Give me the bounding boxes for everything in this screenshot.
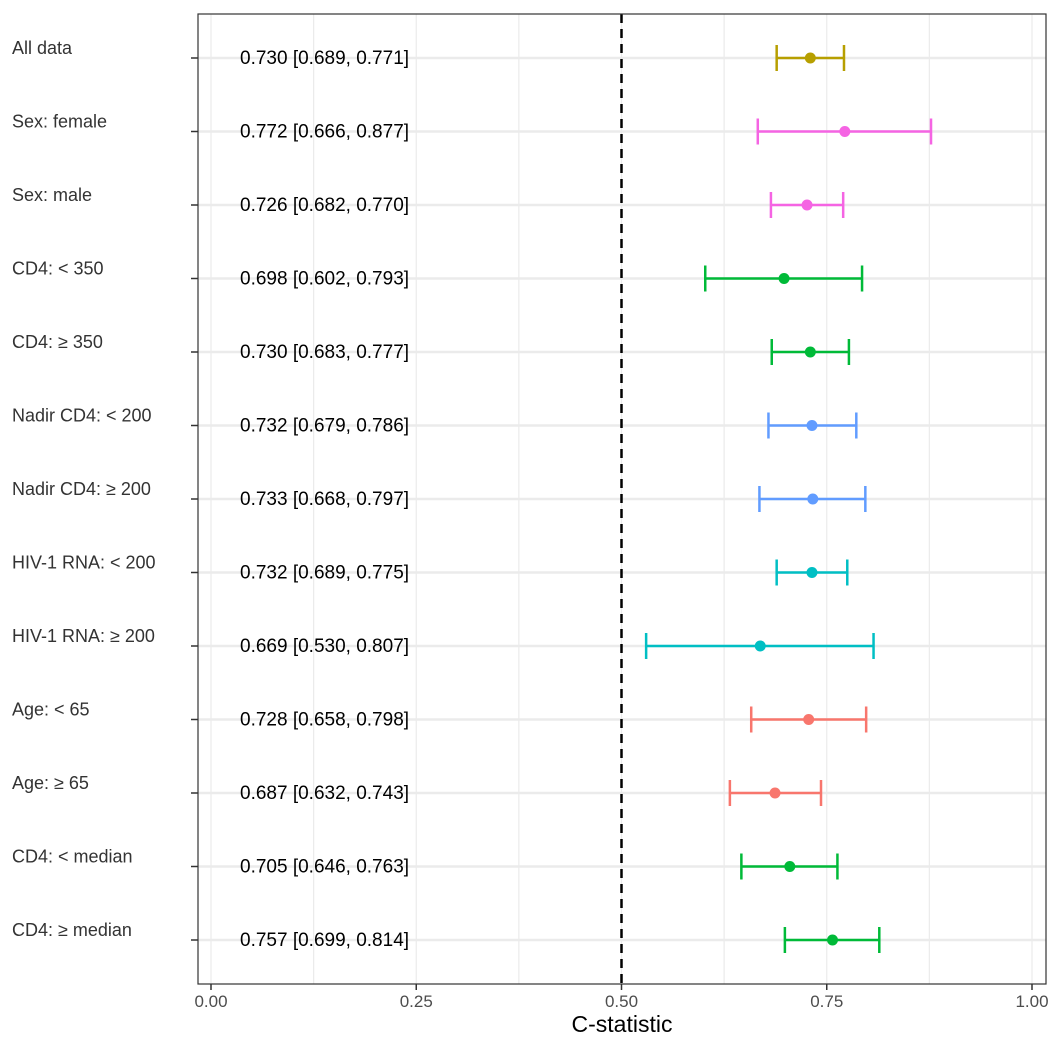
point-estimate xyxy=(778,273,790,284)
forest-row-mark xyxy=(703,265,864,292)
estimate-text: 0.698 [0.602, 0.793] xyxy=(240,269,409,290)
estimate-text: 0.730 [0.689, 0.771] xyxy=(240,48,409,69)
estimate-text: 0.757 [0.699, 0.814] xyxy=(240,930,409,951)
forest-row-mark xyxy=(783,927,881,953)
forest-row-mark xyxy=(767,412,858,439)
point-estimate xyxy=(784,861,796,872)
point-estimate xyxy=(839,126,851,137)
estimate-text: 0.733 [0.668, 0.797] xyxy=(240,489,409,510)
x-tick-label: 1.00 xyxy=(1015,992,1048,1011)
y-label: All data xyxy=(12,38,73,58)
y-axis-labels: All data Sex: female Sex: male CD4: < 350 CD… xyxy=(12,38,156,940)
x-tick-label: 0.00 xyxy=(194,992,227,1011)
forest-row-mark xyxy=(756,118,933,145)
estimate-text: 0.669 [0.530, 0.807] xyxy=(240,636,409,657)
point-estimate xyxy=(804,52,816,64)
y-label: Nadir CD4: ≥ 200 xyxy=(12,479,151,499)
y-label: CD4: < median xyxy=(12,847,133,867)
y-label: Sex: male xyxy=(12,185,92,205)
forest-row-mark xyxy=(740,853,839,880)
y-label: Sex: female xyxy=(12,112,107,132)
point-estimate xyxy=(804,346,816,358)
y-label: HIV-1 RNA: ≥ 200 xyxy=(12,626,155,646)
point-estimate xyxy=(806,420,818,431)
forest-row-mark xyxy=(770,339,851,365)
y-label: Age: ≥ 65 xyxy=(12,773,89,793)
forest-row-mark xyxy=(758,486,867,512)
point-estimate xyxy=(803,714,815,725)
estimate-text: 0.732 [0.689, 0.775] xyxy=(240,563,409,584)
data-marks xyxy=(644,45,933,953)
forest-row-mark xyxy=(775,45,846,71)
point-estimate xyxy=(754,640,766,652)
estimate-texts: 0.730 [0.689, 0.771] 0.772 [0.666, 0.877]… xyxy=(240,48,409,951)
point-estimate xyxy=(806,567,818,578)
estimate-text: 0.728 [0.658, 0.798] xyxy=(240,710,409,731)
y-label: Age: < 65 xyxy=(12,700,90,720)
point-estimate xyxy=(769,787,781,799)
forest-row-mark xyxy=(644,633,875,659)
x-tick-label: 0.25 xyxy=(400,992,433,1011)
y-label: HIV-1 RNA: < 200 xyxy=(12,553,156,573)
estimate-text: 0.772 [0.666, 0.877] xyxy=(240,122,409,143)
estimate-text: 0.730 [0.683, 0.777] xyxy=(240,342,409,363)
forest-row-mark xyxy=(775,559,849,586)
estimate-text: 0.705 [0.646, 0.763] xyxy=(240,857,409,878)
x-tick-label: 0.75 xyxy=(810,992,843,1011)
y-axis-ticks xyxy=(191,57,198,941)
forest-row-mark xyxy=(749,706,868,733)
y-label: CD4: < 350 xyxy=(12,259,104,279)
point-estimate xyxy=(801,199,813,211)
point-estimate xyxy=(807,493,819,505)
forest-row-mark xyxy=(728,780,823,806)
estimate-text: 0.732 [0.679, 0.786] xyxy=(240,416,409,437)
x-axis-title: C-statistic xyxy=(572,1011,673,1037)
x-tick-label: 0.50 xyxy=(605,992,638,1011)
y-label: CD4: ≥ 350 xyxy=(12,332,103,352)
estimate-text: 0.726 [0.682, 0.770] xyxy=(240,195,409,216)
y-label: CD4: ≥ median xyxy=(12,920,132,940)
point-estimate xyxy=(826,934,838,946)
x-axis-ticks: 0.00 0.25 0.50 0.75 1.00 xyxy=(194,984,1049,1011)
forest-row-mark xyxy=(769,192,845,218)
y-label: Nadir CD4: < 200 xyxy=(12,406,152,426)
estimate-text: 0.687 [0.632, 0.743] xyxy=(240,783,409,804)
